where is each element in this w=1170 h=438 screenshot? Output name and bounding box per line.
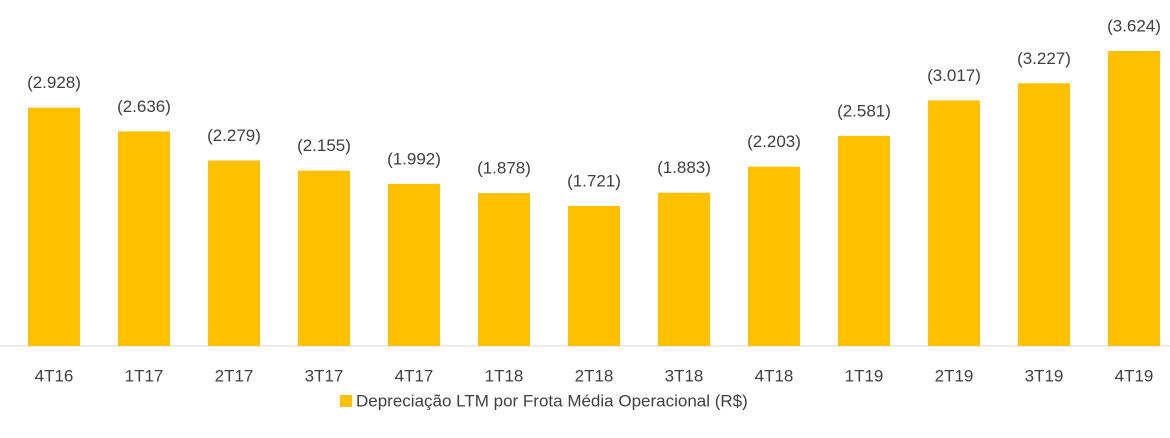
x-tick-label: 3T19 — [1025, 366, 1064, 385]
x-tick-label: 4T19 — [1115, 366, 1154, 385]
data-label: (1.721) — [567, 171, 621, 190]
data-label: (3.227) — [1017, 49, 1071, 68]
legend-swatch — [340, 395, 352, 407]
bar — [658, 192, 710, 346]
bar — [28, 107, 80, 346]
bar — [208, 160, 260, 346]
bar — [388, 183, 440, 346]
x-tick-label: 2T18 — [575, 366, 614, 385]
bar — [1018, 83, 1070, 346]
data-label: (2.155) — [297, 136, 351, 155]
bar — [928, 100, 980, 346]
bar — [298, 170, 350, 346]
data-label: (2.279) — [207, 126, 261, 145]
data-label: (2.203) — [747, 132, 801, 151]
data-label: (3.624) — [1107, 16, 1161, 35]
x-tick-label: 1T17 — [125, 366, 164, 385]
x-tick-label: 4T16 — [35, 366, 74, 385]
legend-label: Depreciação LTM por Frota Média Operacio… — [356, 391, 748, 410]
x-tick-label: 4T17 — [395, 366, 434, 385]
bar — [748, 166, 800, 346]
x-tick-label: 1T18 — [485, 366, 524, 385]
x-tick-label: 3T18 — [665, 366, 704, 385]
data-label: (1.878) — [477, 159, 531, 178]
data-label: (3.017) — [927, 66, 981, 85]
data-label: (2.636) — [117, 97, 171, 116]
x-tick-label: 1T19 — [845, 366, 884, 385]
x-tick-label: 2T17 — [215, 366, 254, 385]
bar — [118, 131, 170, 346]
bar — [838, 135, 890, 346]
data-label: (2.928) — [27, 73, 81, 92]
bar — [1108, 51, 1160, 346]
x-tick-label: 2T19 — [935, 366, 974, 385]
data-label: (1.883) — [657, 158, 711, 177]
bar — [568, 205, 620, 346]
data-label: (2.581) — [837, 101, 891, 120]
x-tick-label: 3T17 — [305, 366, 344, 385]
data-label: (1.992) — [387, 149, 441, 168]
bar — [478, 193, 530, 346]
x-tick-label: 4T18 — [755, 366, 794, 385]
